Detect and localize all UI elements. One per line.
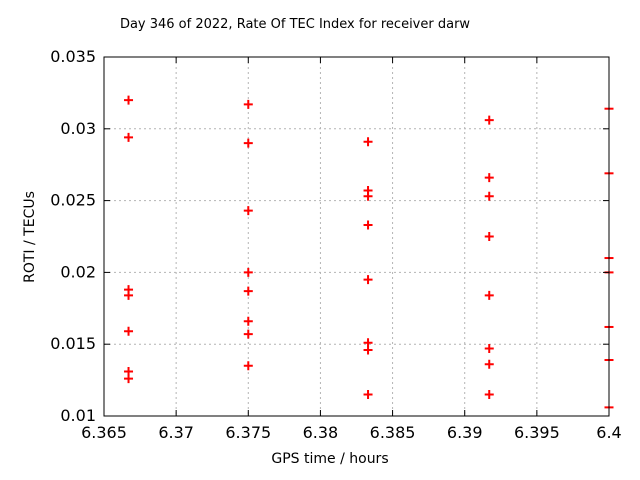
svg-text:6.385: 6.385 — [370, 423, 416, 442]
svg-text:6.39: 6.39 — [447, 423, 483, 442]
chart-layer: 6.365 6.37 6.375 6.38 6.385 6.39 6.395 6.4 0.01 0… — [50, 47, 622, 442]
svg-text:0.015: 0.015 — [50, 334, 96, 353]
svg-text:6.38: 6.38 — [303, 423, 339, 442]
chart-title: Day 346 of 2022, Rate Of TEC Index for r… — [120, 17, 470, 32]
x-axis-label: GPS time / hours — [271, 451, 388, 467]
svg-text:0.02: 0.02 — [60, 262, 96, 281]
svg-text:6.375: 6.375 — [225, 423, 271, 442]
svg-text:0.035: 0.035 — [50, 47, 96, 66]
svg-text:6.37: 6.37 — [158, 423, 194, 442]
svg-text:0.03: 0.03 — [60, 119, 96, 138]
svg-text:6.4: 6.4 — [596, 423, 621, 442]
svg-text:6.395: 6.395 — [514, 423, 560, 442]
svg-text:0.025: 0.025 — [50, 191, 96, 210]
y-axis-label: ROTI / TECUs — [22, 191, 38, 283]
svg-text:0.01: 0.01 — [60, 406, 96, 425]
svg-text:6.365: 6.365 — [81, 423, 127, 442]
